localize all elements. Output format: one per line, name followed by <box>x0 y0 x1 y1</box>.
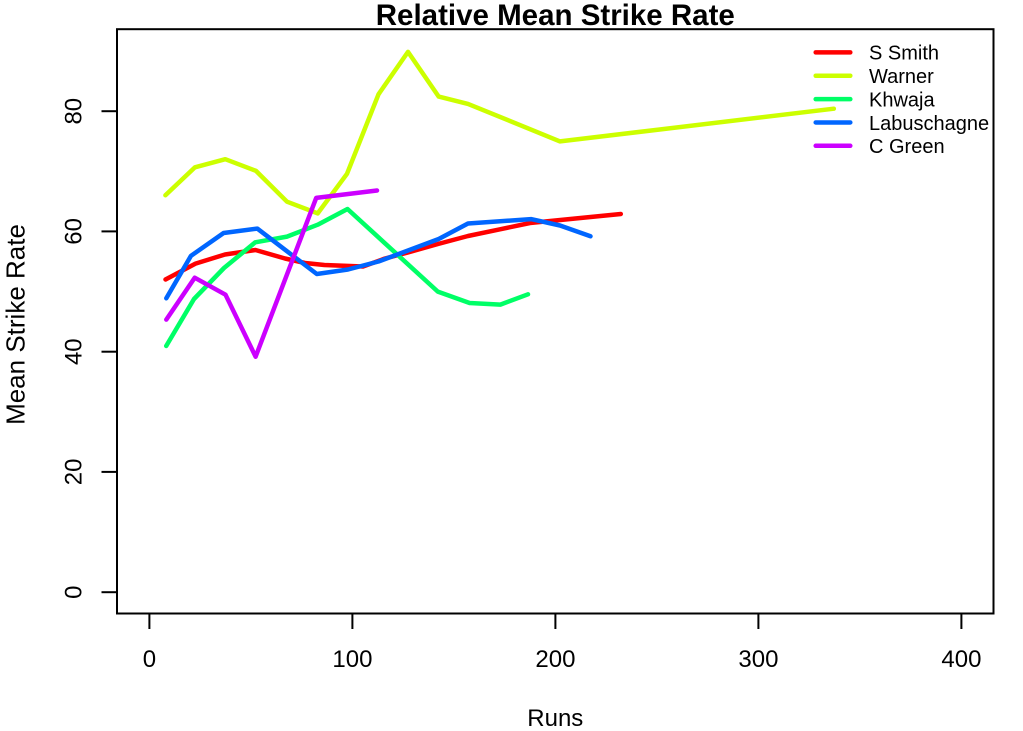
svg-text:100: 100 <box>332 646 372 673</box>
svg-text:Mean Strike Rate: Mean Strike Rate <box>0 224 30 425</box>
svg-text:20: 20 <box>61 459 88 486</box>
svg-text:C Green: C Green <box>869 136 945 158</box>
svg-text:80: 80 <box>61 98 88 125</box>
svg-text:40: 40 <box>61 338 88 365</box>
svg-text:Relative Mean Strike Rate: Relative Mean Strike Rate <box>376 0 735 32</box>
svg-text:Runs: Runs <box>527 705 583 731</box>
svg-text:Labuschagne: Labuschagne <box>869 113 989 135</box>
svg-text:300: 300 <box>738 646 778 673</box>
svg-text:60: 60 <box>61 218 88 245</box>
svg-text:0: 0 <box>143 646 156 673</box>
svg-text:S Smith: S Smith <box>869 43 939 65</box>
svg-text:Warner: Warner <box>869 66 934 88</box>
svg-text:200: 200 <box>535 646 575 673</box>
svg-text:0: 0 <box>61 586 88 599</box>
svg-text:400: 400 <box>941 646 981 673</box>
svg-text:Khwaja: Khwaja <box>869 89 935 111</box>
